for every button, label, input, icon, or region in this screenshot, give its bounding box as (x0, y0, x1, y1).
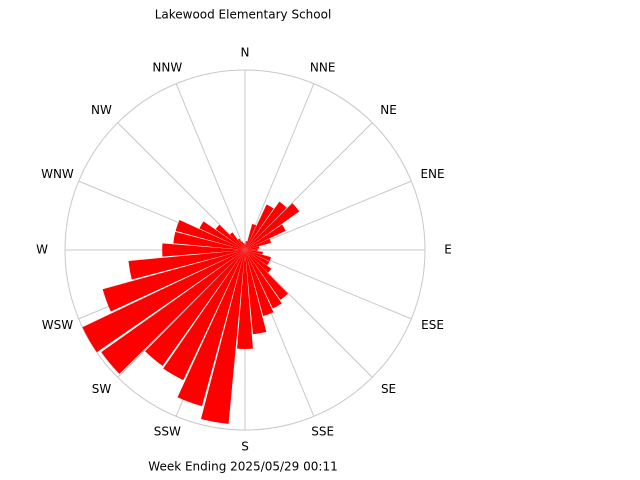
wedge (245, 250, 272, 262)
direction-label: SSW (154, 425, 181, 439)
wedge (145, 250, 245, 366)
direction-spoke (244, 83, 315, 251)
wedge (162, 243, 245, 257)
wedge (237, 250, 253, 350)
wedge (245, 246, 260, 250)
direction-spoke (244, 249, 373, 378)
wedge (177, 250, 245, 407)
wedge (245, 223, 257, 250)
direction-label: ESE (421, 318, 444, 332)
wedge (245, 250, 282, 309)
direction-spoke (175, 83, 246, 251)
wedge (245, 238, 272, 250)
direction-spoke (244, 249, 412, 320)
wedge (215, 224, 245, 250)
wedge (243, 242, 245, 250)
direction-label: N (241, 46, 250, 60)
wedge (245, 248, 258, 252)
direction-label: SE (381, 382, 396, 396)
direction-spoke (117, 249, 246, 378)
direction-label: WSW (42, 318, 73, 332)
wedge (245, 201, 287, 250)
direction-label: NNW (152, 60, 182, 74)
wedge (245, 204, 274, 250)
wedge (237, 238, 245, 250)
direction-label: SSE (311, 425, 334, 439)
direction-label: NW (91, 103, 112, 117)
wedge (245, 250, 270, 266)
wedge (102, 250, 245, 312)
direction-label: W (36, 243, 48, 257)
direction-spoke (117, 122, 246, 251)
direction-spoke (244, 122, 373, 251)
wedge (175, 220, 245, 250)
wedge (245, 241, 248, 250)
chart-subtitle: Week Ending 2025/05/29 00:11 (148, 460, 337, 474)
wedge (128, 250, 245, 280)
direction-label: NNE (310, 60, 336, 74)
chart-title: Lakewood Elementary School (155, 8, 332, 22)
wedge (173, 231, 245, 250)
direction-label: SW (92, 382, 112, 396)
wedge (245, 224, 286, 250)
wedge (245, 203, 300, 250)
wedge (200, 250, 245, 424)
wedge (101, 250, 245, 374)
wedge (229, 232, 245, 250)
wedge (245, 250, 263, 255)
direction-label: E (444, 243, 452, 257)
direction-label: S (241, 440, 249, 454)
direction-label: NE (380, 103, 397, 117)
wedge (245, 250, 274, 316)
direction-label: WNW (41, 167, 74, 181)
wedge (199, 221, 245, 250)
wedge (82, 250, 245, 353)
wedge (163, 250, 245, 381)
wedge (244, 244, 246, 250)
direction-spoke (244, 180, 412, 251)
direction-label: ENE (420, 167, 444, 181)
wedge (245, 250, 267, 335)
wedge (245, 250, 288, 300)
wedge (241, 241, 245, 250)
wedge (245, 250, 272, 273)
